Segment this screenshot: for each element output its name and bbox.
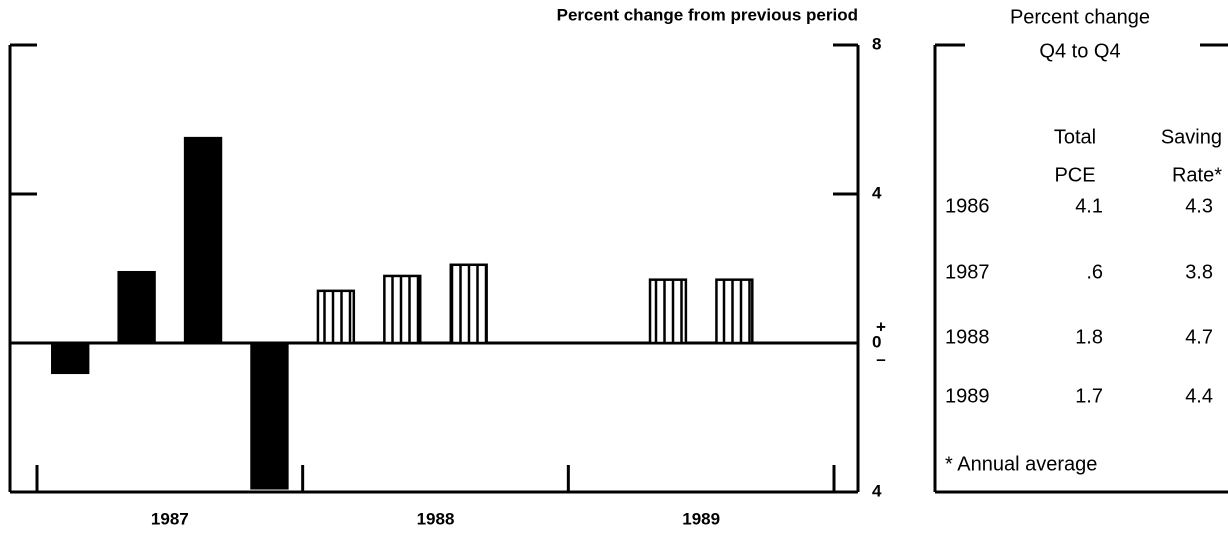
row-header: 1987: [945, 261, 990, 283]
table-cell: 4.3: [1185, 195, 1213, 217]
bar: [183, 136, 223, 345]
x-group-label: 1989: [682, 509, 720, 528]
zero-sign: –: [876, 349, 885, 368]
column-header: Rate*: [1172, 164, 1222, 186]
row-header: 1988: [945, 326, 990, 348]
bar: [316, 289, 356, 345]
column-header: Saving: [1161, 126, 1222, 148]
table-cell: 4.1: [1075, 195, 1103, 217]
x-group-label: 1988: [417, 509, 455, 528]
chart-frame: [8, 45, 860, 494]
y-tick-label: 0: [872, 332, 881, 351]
table-title: Percent change: [1010, 6, 1150, 28]
bar: [648, 278, 688, 345]
bar: [449, 263, 488, 345]
bar: [51, 341, 90, 375]
zero-sign: +: [876, 317, 886, 336]
column-header: Total: [1054, 126, 1096, 148]
y-tick-label: 4: [872, 183, 882, 202]
bar: [117, 270, 156, 345]
table-title: Q4 to Q4: [1039, 40, 1120, 62]
row-header: 1989: [945, 385, 990, 407]
table-cell: 1.8: [1075, 326, 1103, 348]
table-cell: .6: [1086, 261, 1103, 283]
y-tick-label: 4: [872, 481, 882, 500]
footnote: * Annual average: [945, 453, 1097, 475]
table-cell: 3.8: [1185, 261, 1213, 283]
bar: [250, 341, 289, 490]
row-header: 1986: [945, 195, 990, 217]
bar: [715, 278, 754, 345]
bar: [383, 274, 422, 345]
y-tick-label: 8: [872, 34, 881, 53]
table-cell: 1.7: [1075, 385, 1103, 407]
table-cell: 4.4: [1185, 385, 1213, 407]
x-group-label: 1987: [151, 509, 189, 528]
chart-title: Percent change from previous period: [557, 5, 858, 24]
table-frame: [933, 43, 1228, 494]
table-cell: 4.7: [1185, 326, 1213, 348]
column-header: PCE: [1054, 164, 1095, 186]
